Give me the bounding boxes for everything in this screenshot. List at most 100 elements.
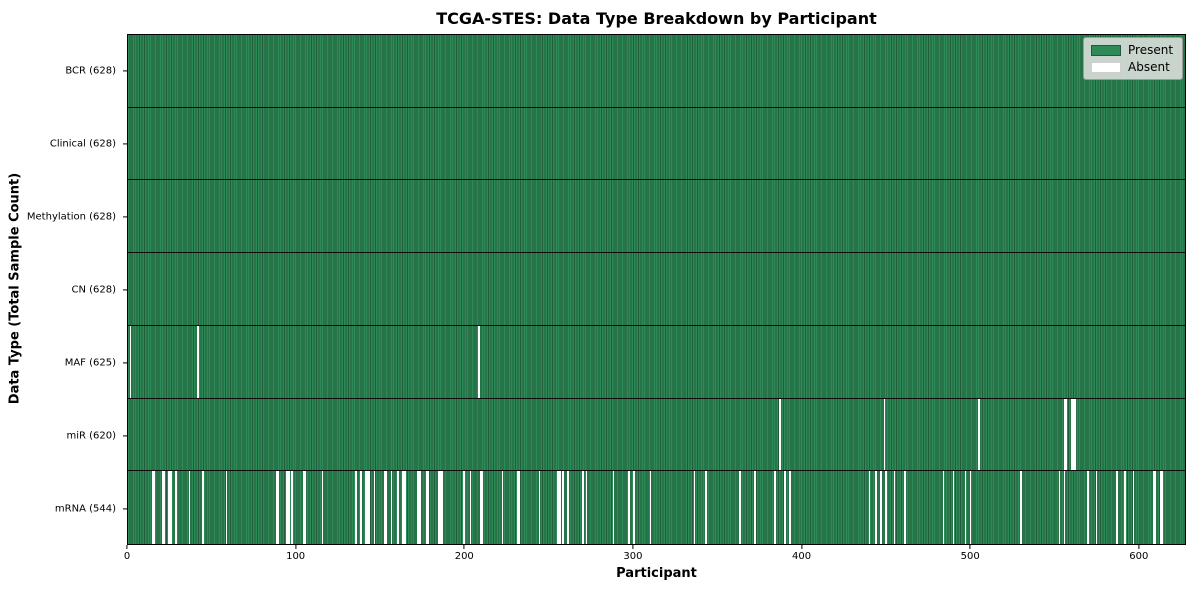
x-tick-mark xyxy=(126,545,128,549)
absent-stripe xyxy=(557,471,559,544)
absent-stripe xyxy=(1159,471,1162,544)
absent-stripe xyxy=(1124,471,1127,544)
absent-stripe xyxy=(417,471,420,544)
absent-stripe xyxy=(153,471,155,544)
absent-stripe xyxy=(425,471,428,544)
absent-stripe xyxy=(516,471,519,544)
absent-stripe xyxy=(439,471,442,544)
absent-stripe xyxy=(1073,398,1076,471)
absent-stripe xyxy=(612,471,615,544)
x-axis-label: Participant xyxy=(616,566,697,581)
absent-stripe xyxy=(705,471,707,544)
absent-stripe xyxy=(276,471,278,544)
legend-present-label: Present xyxy=(1128,43,1174,57)
y-tick-mark xyxy=(123,507,127,510)
legend-item-present: Present xyxy=(1091,44,1173,56)
absent-stripe xyxy=(479,471,482,544)
absent-stripe xyxy=(875,471,877,544)
absent-stripe xyxy=(903,471,906,544)
present-swatch-icon xyxy=(1091,44,1121,56)
absent-stripe xyxy=(693,471,696,544)
y-tick-label: CN (628) xyxy=(71,284,116,295)
x-tick-mark xyxy=(969,545,971,549)
absent-stripe xyxy=(1065,398,1068,471)
absent-stripe xyxy=(1020,471,1022,544)
absent-stripe xyxy=(383,471,386,544)
absent-stripe xyxy=(501,471,504,544)
absent-stripe xyxy=(789,471,792,544)
absent-stripe xyxy=(885,471,888,544)
absent-stripe xyxy=(969,471,972,544)
row-methylation xyxy=(128,180,1185,254)
x-tick-mark xyxy=(463,545,465,549)
row-bcr xyxy=(128,35,1185,108)
absent-stripe xyxy=(774,471,776,544)
absent-stripe xyxy=(321,471,324,544)
absent-stripe xyxy=(441,471,443,544)
x-tick-label: 600 xyxy=(1129,551,1149,562)
chart-title: TCGA-STES: Data Type Breakdown by Partic… xyxy=(436,9,877,28)
absent-stripe xyxy=(1058,471,1061,544)
absent-stripe xyxy=(558,471,561,544)
absent-stripe xyxy=(365,471,367,544)
absent-stripe xyxy=(188,471,191,544)
absent-stripe xyxy=(355,471,357,544)
y-tick-mark xyxy=(123,215,127,218)
absent-stripe xyxy=(1095,471,1098,544)
x-tick-mark xyxy=(295,545,297,549)
absent-stripe xyxy=(462,471,465,544)
absent-swatch-icon xyxy=(1091,61,1121,73)
absent-stripe xyxy=(1063,398,1066,471)
x-tick-label: 100 xyxy=(286,551,306,562)
absent-stripe xyxy=(129,325,132,398)
absent-stripe xyxy=(303,471,305,544)
absent-stripe xyxy=(1070,398,1073,471)
x-tick-mark xyxy=(632,545,634,549)
row-cn xyxy=(128,253,1185,326)
absent-stripe xyxy=(893,471,896,544)
absent-stripe xyxy=(286,471,288,544)
x-tick-mark xyxy=(800,545,803,549)
absent-stripe xyxy=(287,471,290,544)
y-tick-label: MAF (625) xyxy=(64,357,116,368)
y-tick-label: Methylation (628) xyxy=(26,211,116,222)
absent-stripe xyxy=(883,398,886,471)
absent-stripe xyxy=(538,471,541,544)
y-tick-label: BCR (628) xyxy=(65,65,116,76)
absent-stripe xyxy=(419,471,421,544)
absent-stripe xyxy=(170,471,172,544)
y-tick-mark xyxy=(123,288,127,291)
absent-stripe xyxy=(562,471,564,544)
absent-stripe xyxy=(582,471,585,544)
absent-stripe xyxy=(161,471,164,544)
absent-stripe xyxy=(402,471,405,544)
absent-stripe xyxy=(567,471,569,544)
y-axis-ticks: BCR (628) Clinical (628) Methylation (628)… xyxy=(0,34,127,545)
legend: Present Absent xyxy=(1083,37,1184,80)
absent-stripe xyxy=(779,398,782,471)
y-tick-mark xyxy=(123,69,127,72)
absent-stripe xyxy=(368,471,371,544)
y-tick-mark xyxy=(123,361,127,364)
absent-stripe xyxy=(964,471,967,544)
row-mrna xyxy=(128,471,1185,544)
absent-stripe xyxy=(868,471,871,544)
x-tick-mark xyxy=(1138,545,1140,549)
absent-stripe xyxy=(1115,471,1118,544)
legend-absent-label: Absent xyxy=(1128,60,1170,74)
absent-stripe xyxy=(277,471,280,544)
absent-stripe xyxy=(481,471,484,544)
absent-stripe xyxy=(360,471,362,544)
legend-item-absent: Absent xyxy=(1091,61,1173,73)
x-tick-label: 0 xyxy=(123,551,131,562)
absent-stripe xyxy=(942,471,945,544)
absent-stripe xyxy=(367,471,369,544)
absent-stripe xyxy=(632,471,635,544)
row-maf xyxy=(128,325,1185,399)
absent-stripe xyxy=(649,471,652,544)
absent-stripe xyxy=(168,471,171,544)
absent-stripe xyxy=(385,471,388,544)
absent-stripe xyxy=(1161,471,1164,544)
absent-stripe xyxy=(427,471,430,544)
y-tick-mark xyxy=(123,434,127,437)
